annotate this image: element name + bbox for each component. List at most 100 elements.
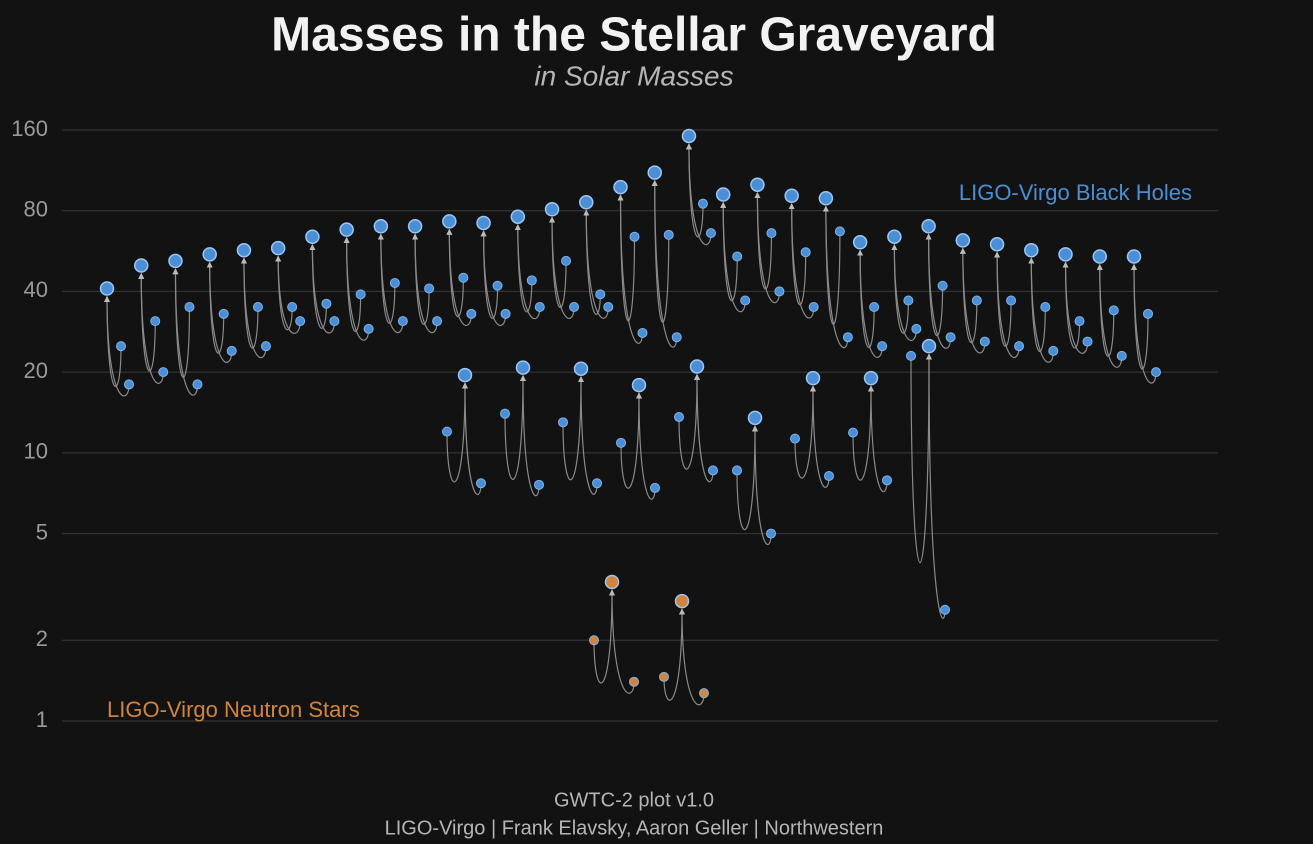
merger-arrow <box>504 374 526 480</box>
merger-arrow <box>275 255 301 334</box>
progenitor <box>697 198 708 209</box>
progenitor <box>1074 316 1085 327</box>
progenitor <box>637 327 648 338</box>
merger-arrow <box>562 376 584 481</box>
y-tick-label: 80 <box>24 197 48 222</box>
progenitor <box>629 231 640 242</box>
progenitor <box>659 671 669 682</box>
progenitor <box>260 341 271 352</box>
remnant <box>955 233 971 248</box>
merger-arrow <box>480 230 499 319</box>
merger-arrow <box>446 382 468 483</box>
legend-label: LIGO-Virgo Black Holes <box>959 180 1192 205</box>
progenitor <box>1116 350 1127 361</box>
merger-arrow <box>663 608 685 701</box>
progenitor <box>1048 345 1059 356</box>
merger-arrow <box>514 224 541 320</box>
merger-arrow <box>446 228 464 318</box>
progenitor <box>903 295 914 306</box>
merger-arrow <box>926 353 946 619</box>
progenitor <box>500 308 511 319</box>
progenitor <box>355 289 366 300</box>
progenitor <box>603 301 614 312</box>
progenitor <box>158 367 169 378</box>
merger-arrow <box>343 237 370 341</box>
progenitor <box>526 275 537 286</box>
y-tick-label: 20 <box>24 358 48 383</box>
remnant <box>604 574 620 590</box>
progenitor <box>466 308 477 319</box>
merger-arrow <box>593 589 615 684</box>
progenitor <box>1040 301 1051 312</box>
merger-arrow <box>377 233 404 334</box>
remnant <box>784 188 799 203</box>
merger-arrow <box>994 251 1020 359</box>
progenitor <box>116 341 126 352</box>
progenitor <box>226 345 237 356</box>
merger-arrow <box>651 179 678 348</box>
remnant <box>989 236 1005 252</box>
merger-arrow <box>754 192 773 290</box>
merger-arrow <box>857 249 875 349</box>
progenitor <box>629 676 639 687</box>
remnant <box>1058 247 1073 262</box>
remnant <box>305 229 320 244</box>
merger-arrow <box>1131 263 1157 384</box>
remnant <box>515 360 531 375</box>
merger-arrow <box>172 268 199 396</box>
progenitor <box>1151 367 1161 378</box>
progenitor <box>979 336 990 347</box>
remnant <box>573 361 589 376</box>
remnant <box>270 240 286 256</box>
merger-arrow <box>891 244 909 334</box>
progenitor <box>940 604 950 615</box>
merger-arrow <box>412 233 438 334</box>
progenitor <box>869 301 880 312</box>
merger-arrow <box>206 261 225 354</box>
progenitor <box>192 379 203 390</box>
merger-arrow <box>609 589 635 694</box>
progenitor <box>1014 341 1025 352</box>
remnant <box>887 229 902 244</box>
merger-arrow <box>720 201 738 302</box>
merger-arrow <box>617 194 644 344</box>
merger-arrow <box>910 353 932 564</box>
y-tick-label: 160 <box>11 116 48 141</box>
remnant <box>99 281 115 296</box>
merger-arrow <box>679 608 705 706</box>
merger-arrow <box>549 216 575 320</box>
merger-arrow <box>240 257 267 359</box>
progenitor <box>561 255 572 266</box>
merger-arrow <box>822 205 841 325</box>
progenitor <box>150 316 161 327</box>
merger-arrow <box>852 385 874 481</box>
merger-arrow <box>678 373 700 470</box>
remnant <box>852 235 868 250</box>
remnant <box>236 242 252 258</box>
progenitor <box>500 408 510 419</box>
chart-title: Masses in the Stellar Graveyard <box>271 9 997 62</box>
merger-arrow <box>822 205 849 349</box>
chart-subtitle: in Solar Masses <box>534 60 733 91</box>
progenitor <box>790 433 800 444</box>
progenitor <box>842 332 853 343</box>
progenitor <box>458 272 469 283</box>
remnant <box>921 219 936 234</box>
merger-arrow <box>480 230 507 327</box>
progenitor <box>442 426 452 437</box>
merger-arrow <box>138 272 164 384</box>
progenitor <box>287 301 298 312</box>
progenitor <box>569 301 580 312</box>
progenitor <box>708 465 718 476</box>
progenitor <box>848 427 858 438</box>
remnant <box>689 359 705 374</box>
progenitor <box>808 301 819 312</box>
progenitor <box>674 412 684 423</box>
merger-arrow <box>720 201 746 313</box>
progenitor <box>321 298 332 309</box>
merger-arrow <box>617 194 636 322</box>
progenitor <box>945 332 956 343</box>
merger-arrow <box>694 373 714 483</box>
